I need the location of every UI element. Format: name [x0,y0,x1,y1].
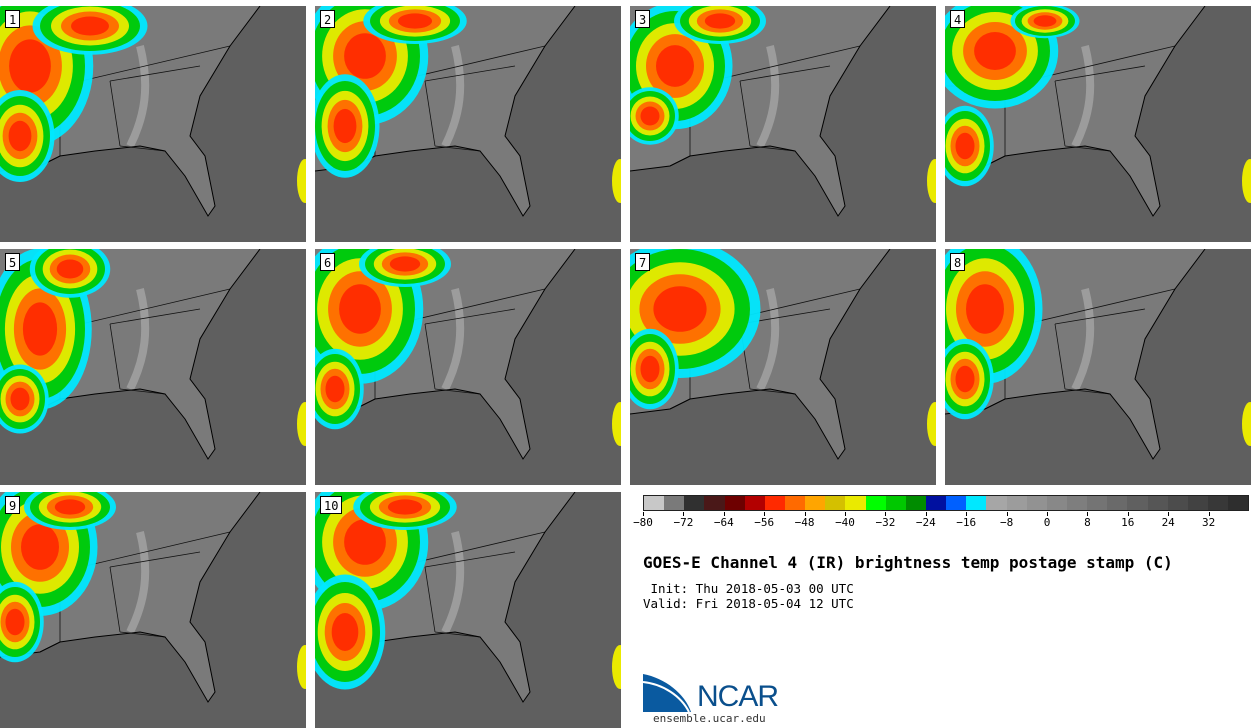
colorbar-tick [723,512,725,516]
colorbar-tick-label: 0 [1043,516,1051,529]
colorbar-swatch [1107,496,1128,510]
colorbar-tick [1168,512,1170,516]
member-label: 3 [635,10,651,28]
satellite-map [0,6,306,242]
colorbar-tick-label: −72 [673,516,694,529]
colorbar-swatch [684,496,705,510]
colorbar-swatch [664,496,685,510]
colorbar-tick [1208,512,1210,516]
colorbar-tick-label: 16 [1121,516,1135,529]
colorbar-tick [1006,512,1008,516]
colorbar-tick-label: −16 [956,516,977,529]
colorbar-swatch [946,496,967,510]
map-panel-2: 2 [315,6,621,242]
colorbar-tick [845,512,846,516]
colorbar-tick [764,512,766,516]
colorbar-tick [1087,512,1089,516]
colorbar-tick-label: −24 [915,516,936,529]
valid-time: Valid: Fri 2018-05-04 12 UTC [643,596,854,611]
colorbar-swatch [1187,496,1208,510]
satellite-map [0,249,306,485]
colorbar-swatch [704,496,725,510]
colorbar-swatch [1046,496,1067,510]
colorbar-swatch [744,496,765,510]
member-label: 1 [5,10,21,28]
colorbar-swatch [805,496,826,510]
satellite-map [315,492,621,728]
colorbar-swatch [885,496,906,510]
map-panel-7: 7 [630,249,936,485]
map-panel-5: 5 [0,249,306,485]
colorbar-tick-label: −80 [633,516,653,529]
map-panel-10: 10 [315,492,621,728]
map-panel-8: 8 [945,249,1251,485]
colorbar-swatch [905,496,926,510]
colorbar-tick-label: −40 [835,516,855,529]
colorbar-swatch [845,496,866,510]
colorbar-swatch [1228,496,1249,510]
colorbar-tick-label: −48 [794,516,815,529]
member-label: 2 [320,10,336,28]
satellite-map [0,492,306,728]
colorbar-tick-label: 24 [1161,516,1175,529]
member-label: 6 [320,253,336,271]
colorbar-swatch [1147,496,1168,510]
map-panel-4: 4 [945,6,1251,242]
map-panel-9: 9 [0,492,306,728]
colorbar-swatch [925,496,947,510]
colorbar-swatch [1006,496,1027,510]
map-panel-6: 6 [315,249,621,485]
member-label: 10 [320,496,343,514]
colorbar-tick-label: −64 [713,516,734,529]
ncar-logo-icon [643,674,691,713]
member-label: 8 [950,253,966,271]
colorbar-swatch [784,496,806,510]
colorbar-tick [804,512,806,516]
colorbar-tick-label: −8 [999,516,1014,529]
member-label: 4 [950,10,966,28]
satellite-map [630,6,936,242]
logo-url: ensemble.ucar.edu [653,712,766,725]
colorbar-swatch [644,496,665,510]
colorbar [643,495,1249,511]
satellite-map [630,249,936,485]
colorbar-swatch [1066,496,1088,510]
colorbar-tick [1127,512,1129,516]
colorbar-tick-label: 32 [1201,516,1216,529]
satellite-map [945,6,1251,242]
colorbar-swatch [1026,496,1047,510]
colorbar-tick-label: −32 [875,516,896,529]
ncar-logo-text: NCAR [697,680,779,713]
colorbar-swatch [966,496,987,510]
colorbar-tick [885,512,887,516]
colorbar-tick [925,512,927,516]
colorbar-tick [643,512,644,516]
colorbar-tick [966,512,968,516]
colorbar-swatch [1127,496,1148,510]
colorbar-swatch [1167,496,1188,510]
colorbar-swatch [724,496,745,510]
map-panel-1: 1 [0,6,306,242]
satellite-map [945,249,1251,485]
colorbar-tick [683,512,685,516]
figure-title: GOES-E Channel 4 (IR) brightness temp po… [643,553,1173,572]
colorbar-tick [1047,512,1048,516]
colorbar-swatch [1087,496,1108,510]
satellite-map [315,6,621,242]
member-label: 7 [635,253,651,271]
colorbar-swatch [764,496,785,510]
colorbar-tick-label: −56 [754,516,775,529]
colorbar-swatch [865,496,886,510]
colorbar-swatch [825,496,846,510]
colorbar-tick-label: 8 [1084,516,1091,529]
init-time: Init: Thu 2018-05-03 00 UTC [643,581,854,596]
colorbar-swatch [1207,496,1229,510]
member-label: 9 [5,496,21,514]
colorbar-swatch [986,496,1007,510]
member-label: 5 [5,253,21,271]
satellite-map [315,249,621,485]
colorbar-ticks: −80 −72 −64 −56 −48 −40 −32 −24 −16 −8 0 8 16 24 32 [633,512,1249,532]
map-panel-3: 3 [630,6,936,242]
